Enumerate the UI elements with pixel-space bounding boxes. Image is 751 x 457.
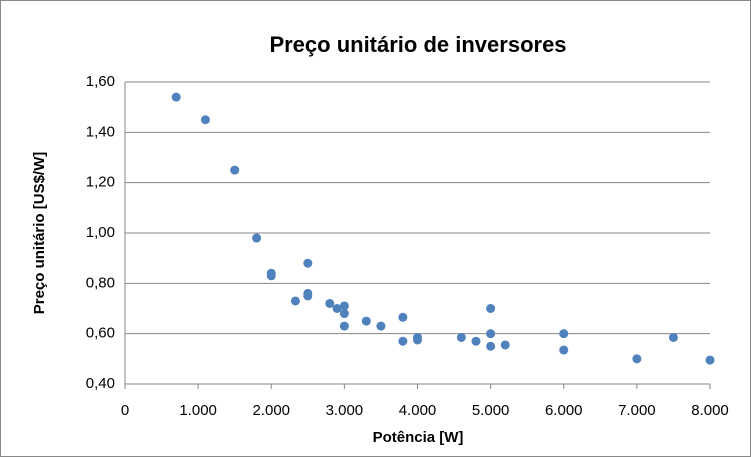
point (325, 298, 335, 308)
chart-title: Preço unitário de inversores (269, 32, 566, 57)
point (252, 233, 262, 243)
point (632, 354, 642, 364)
point (398, 336, 408, 346)
point (361, 316, 371, 326)
y-tick-label: 0,80 (86, 274, 115, 291)
x-tick-label: 3.000 (326, 402, 364, 419)
x-tick-label: 0 (121, 402, 129, 419)
x-tick-label: 7.000 (618, 402, 656, 419)
point (376, 321, 386, 331)
point (339, 301, 349, 311)
point (303, 258, 313, 268)
y-tick-label: 1,40 (86, 123, 115, 140)
point (559, 329, 569, 339)
point (456, 332, 466, 342)
point (471, 336, 481, 346)
point (230, 165, 240, 175)
point (486, 304, 496, 313)
point (339, 309, 349, 319)
point (290, 296, 300, 306)
point (486, 329, 496, 339)
x-tick-label: 1.000 (179, 402, 217, 419)
point (398, 312, 408, 322)
point (668, 332, 678, 342)
x-tick-label: 4.000 (399, 402, 437, 419)
y-tick-label: 1,00 (86, 224, 115, 241)
y-tick-label: 1,60 (86, 73, 115, 90)
point (413, 335, 422, 345)
y-axis-title: Preço unitário [US$/W] (31, 152, 48, 315)
point (171, 92, 181, 102)
y-tick-label: 0,40 (86, 375, 115, 392)
point (339, 321, 349, 331)
x-tick-label: 8.000 (691, 402, 729, 419)
x-tick-label: 2.000 (252, 402, 290, 419)
x-tick-label: 5.000 (472, 402, 510, 419)
point (332, 304, 342, 313)
y-tick-label: 0,60 (86, 325, 115, 342)
point (486, 341, 496, 351)
point (200, 115, 210, 125)
x-tick-label: 6.000 (545, 402, 583, 419)
x-axis-title: Potência [W] (373, 429, 464, 446)
point (266, 271, 276, 281)
point (559, 345, 569, 355)
y-tick-label: 1,20 (86, 174, 115, 191)
point (303, 291, 313, 301)
point (705, 355, 715, 365)
point (500, 340, 510, 350)
